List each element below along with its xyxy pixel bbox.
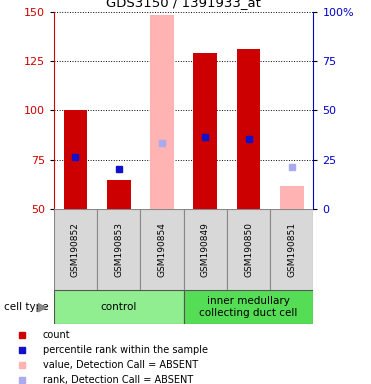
Text: GSM190853: GSM190853 [114, 222, 123, 277]
Text: percentile rank within the sample: percentile rank within the sample [43, 345, 208, 355]
Bar [237, 49, 260, 209]
Bar [184, 290, 313, 324]
Text: ▶: ▶ [38, 301, 47, 314]
Text: inner medullary
collecting duct cell: inner medullary collecting duct cell [199, 296, 298, 318]
Text: count: count [43, 330, 70, 340]
Bar [193, 53, 217, 209]
Bar [150, 15, 174, 209]
Text: GSM190850: GSM190850 [244, 222, 253, 277]
Title: GDS3150 / 1391933_at: GDS3150 / 1391933_at [106, 0, 261, 9]
Text: GSM190851: GSM190851 [288, 222, 296, 277]
Text: GSM190854: GSM190854 [158, 222, 167, 277]
Text: control: control [101, 302, 137, 312]
Bar [280, 185, 304, 209]
Text: value, Detection Call = ABSENT: value, Detection Call = ABSENT [43, 360, 198, 370]
Text: cell type: cell type [4, 302, 48, 312]
Text: GSM190849: GSM190849 [201, 222, 210, 277]
Bar [97, 209, 140, 290]
Bar [107, 180, 131, 209]
Bar [54, 290, 184, 324]
Bar [227, 209, 270, 290]
Bar [140, 209, 184, 290]
Bar [270, 209, 313, 290]
Bar [63, 111, 87, 209]
Bar [184, 209, 227, 290]
Text: rank, Detection Call = ABSENT: rank, Detection Call = ABSENT [43, 375, 193, 384]
Bar [54, 209, 97, 290]
Text: GSM190852: GSM190852 [71, 222, 80, 277]
